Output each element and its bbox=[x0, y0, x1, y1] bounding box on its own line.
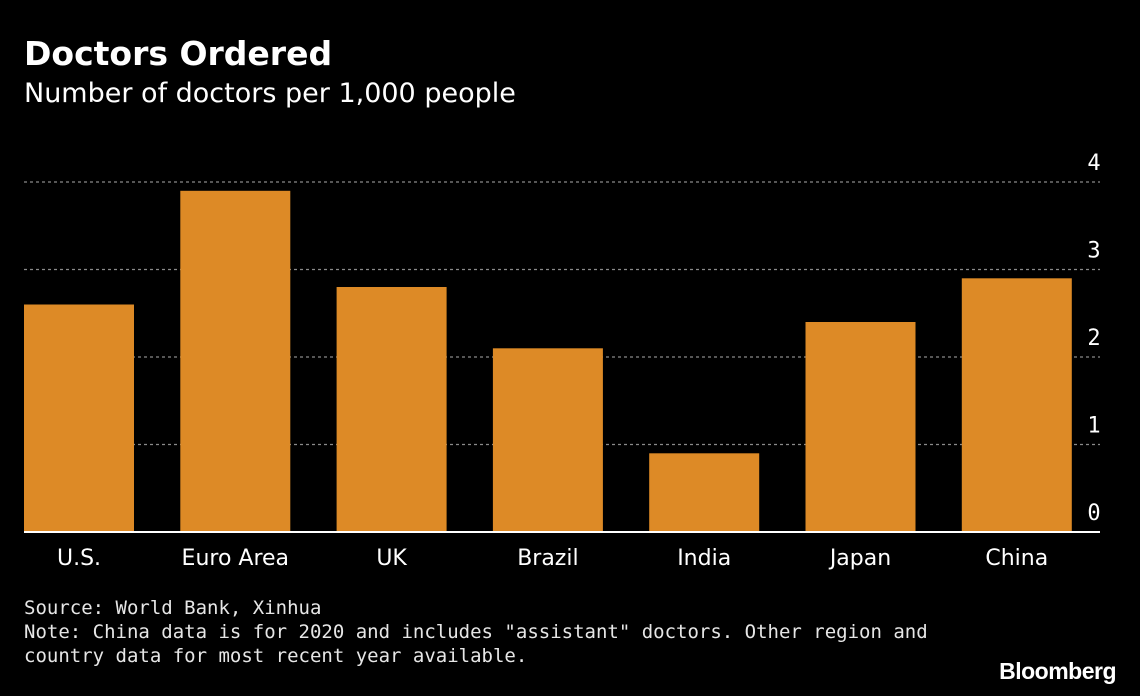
bar-uk bbox=[336, 287, 447, 532]
x-tick-label: UK bbox=[376, 546, 407, 571]
bar-brazil bbox=[492, 348, 603, 533]
y-tick-label: 2 bbox=[1087, 326, 1100, 351]
bar-chart: 0 1 2 3 4 U.S. Euro Area UK Brazil India Japan Chin… bbox=[24, 151, 1101, 571]
chart-title: Doctors Ordered bbox=[24, 34, 333, 73]
x-tick-label: Japan bbox=[828, 546, 891, 571]
x-tick-label: Euro Area bbox=[182, 546, 290, 571]
bloomberg-logo: Bloomberg bbox=[999, 658, 1116, 684]
chart-subtitle: Number of doctors per 1,000 people bbox=[24, 78, 516, 109]
y-tick-label: 3 bbox=[1087, 239, 1100, 264]
note-text-line-2: country data for most recent year availa… bbox=[24, 645, 528, 667]
bar-euro-area bbox=[180, 190, 291, 533]
bar-china bbox=[961, 278, 1072, 533]
x-tick-label: Brazil bbox=[517, 546, 578, 571]
x-tick-label: India bbox=[677, 546, 731, 571]
note-text-line-1: Note: China data is for 2020 and include… bbox=[24, 621, 928, 643]
bar-india bbox=[649, 453, 760, 533]
footnote: Source: World Bank, Xinhua Note: China d… bbox=[24, 596, 928, 668]
x-tick-label: China bbox=[985, 546, 1048, 571]
bar-u-s bbox=[24, 304, 134, 532]
y-tick-label: 1 bbox=[1087, 414, 1100, 439]
source-text: Source: World Bank, Xinhua bbox=[24, 597, 322, 619]
y-tick-label: 0 bbox=[1087, 501, 1100, 526]
y-tick-label: 4 bbox=[1087, 151, 1100, 176]
x-tick-label: U.S. bbox=[57, 546, 101, 571]
bar-japan bbox=[805, 322, 916, 532]
